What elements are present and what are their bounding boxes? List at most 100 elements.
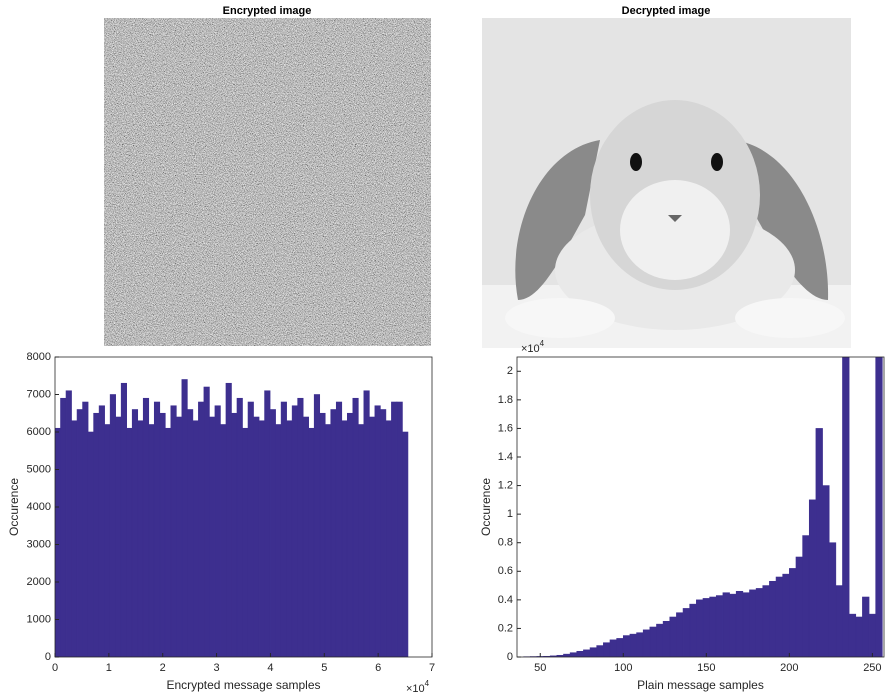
image-title: Decrypted image [622, 5, 711, 17]
bar [214, 405, 221, 657]
bar [164, 427, 172, 657]
bar [815, 428, 823, 657]
x-tick-label: 150 [697, 662, 715, 674]
bar [402, 431, 409, 657]
bar [236, 397, 243, 657]
bar [148, 424, 155, 657]
y-tick-label: 1.8 [498, 394, 513, 406]
bar [324, 424, 332, 657]
bar [55, 427, 61, 657]
bar [782, 573, 790, 657]
image-title: Encrypted image [223, 5, 312, 17]
x-axis-label: Plain message samples [637, 678, 764, 692]
bar [220, 424, 227, 657]
bar [749, 589, 757, 657]
bar [769, 580, 777, 657]
bar [722, 592, 730, 657]
bar [269, 409, 276, 657]
bar [153, 401, 161, 657]
bar [603, 642, 611, 657]
bar [192, 420, 199, 657]
bar [181, 379, 188, 657]
y-tick-label: 1 [507, 508, 513, 520]
x-tick-label: 2 [160, 662, 166, 674]
bar [346, 412, 354, 657]
y-tick-label: 0 [507, 651, 513, 663]
bar [87, 431, 94, 657]
y-tick-label: 0.4 [498, 594, 513, 606]
bar [247, 401, 254, 657]
x-tick-label: 1 [106, 662, 112, 674]
decrypted-image [482, 18, 851, 348]
y-tick-label: 1000 [27, 613, 51, 625]
bar [291, 405, 298, 657]
bar [225, 382, 232, 657]
bar [258, 420, 265, 657]
bar [374, 405, 381, 657]
bar [596, 645, 604, 657]
x-tick-label: 200 [780, 662, 798, 674]
bar [142, 397, 150, 657]
bar [170, 405, 177, 657]
x-tick-label: 50 [534, 662, 546, 674]
bar [76, 409, 83, 657]
bar [842, 357, 850, 657]
bar [275, 424, 282, 657]
bar [319, 412, 326, 657]
bar [391, 401, 398, 657]
axis-multiplier: ×104 [406, 679, 430, 695]
bar [209, 416, 216, 657]
bar [93, 412, 100, 657]
bar [569, 652, 578, 657]
bar [60, 397, 67, 657]
x-tick-label: 100 [614, 662, 632, 674]
bar [822, 485, 830, 657]
y-tick-label: 1.4 [498, 451, 513, 463]
x-tick-label: 4 [267, 662, 273, 674]
bar [159, 412, 166, 657]
bar [358, 424, 365, 657]
bar [396, 401, 403, 657]
y-tick-label: 7000 [27, 388, 51, 400]
bar [297, 397, 304, 657]
y-tick-label: 0.2 [498, 622, 513, 634]
bar [198, 401, 205, 657]
bars [55, 379, 409, 657]
bar [242, 427, 249, 657]
bar [352, 397, 359, 657]
bar [676, 612, 684, 657]
bar [862, 596, 870, 657]
multiplier-base: ×10 [406, 683, 425, 695]
y-tick-label: 2 [507, 365, 513, 377]
bar [308, 427, 315, 657]
bar [65, 390, 72, 657]
bar [729, 593, 737, 657]
y-tick-label: 8000 [27, 351, 51, 363]
y-tick-label: 6000 [27, 426, 51, 438]
x-axis-label: Encrypted message samples [166, 678, 320, 692]
bar [636, 632, 644, 657]
bars [523, 357, 883, 657]
bar [848, 613, 857, 657]
y-tick-label: 0 [45, 651, 51, 663]
axes-box [516, 356, 885, 658]
multiplier-base: ×10 [521, 343, 540, 355]
x-tick-label: 3 [214, 662, 220, 674]
bar [313, 394, 321, 657]
bar [231, 412, 238, 657]
bar [203, 386, 210, 657]
bar [253, 416, 260, 657]
axis-multiplier: ×104 [521, 339, 545, 355]
bar [828, 542, 837, 657]
bar [385, 420, 392, 657]
y-tick-label: 0.8 [498, 537, 513, 549]
y-tick-label: 3000 [27, 538, 51, 550]
bar [682, 608, 691, 657]
bar [563, 653, 571, 657]
y-tick-label: 5000 [27, 463, 51, 475]
bar [335, 401, 343, 657]
y-tick-label: 4000 [27, 501, 51, 513]
bar [622, 635, 631, 657]
multiplier-exponent: 4 [540, 339, 545, 348]
